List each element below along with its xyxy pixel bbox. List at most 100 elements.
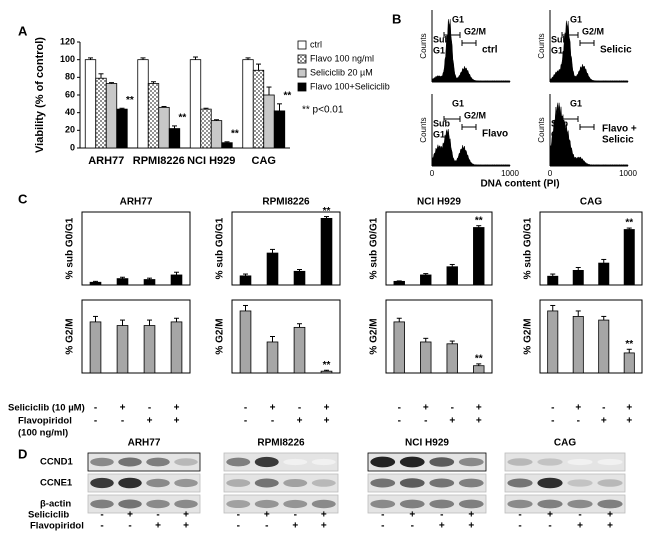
y-tick-label: 20 — [65, 125, 75, 135]
significance-marker: ** — [179, 113, 187, 124]
gate-bracket — [561, 32, 579, 38]
treatment-sign: + — [601, 416, 607, 427]
error-bar — [147, 277, 152, 280]
plot-frame — [231, 299, 341, 374]
y-axis-label: Viability (% of control) — [34, 37, 46, 153]
treatment-sign: - — [100, 510, 103, 521]
treatment-sign: - — [381, 510, 384, 521]
significance-marker: ** — [625, 339, 633, 350]
blot-band — [597, 499, 623, 509]
error-bar — [256, 63, 261, 71]
bar — [95, 77, 107, 149]
bar — [170, 321, 183, 374]
treatment-sign: - — [128, 521, 131, 532]
blot-band — [458, 478, 484, 488]
blot-band — [567, 499, 593, 509]
error-bar — [243, 304, 248, 311]
treatment-sign: + — [626, 403, 632, 414]
bar — [200, 108, 212, 149]
bar — [137, 59, 149, 149]
blot-band — [118, 499, 142, 509]
blot-background — [367, 473, 487, 493]
x-tick-label: CAG — [252, 155, 276, 167]
blot-band — [118, 457, 142, 467]
plot-frame — [385, 299, 493, 374]
bar — [320, 217, 333, 286]
bar — [393, 280, 405, 286]
legend-swatch — [297, 68, 307, 78]
gate-label: G1 — [551, 45, 563, 55]
blot-band — [507, 478, 533, 488]
treatment-label: Seliciclib (10 µM) — [8, 403, 85, 414]
error-bar — [140, 57, 146, 60]
treatment-sign: + — [324, 403, 330, 414]
bar — [572, 316, 584, 374]
blot-band — [311, 458, 336, 466]
treatment-sign: - — [577, 416, 580, 427]
blot-band — [597, 458, 623, 466]
treatment-sign: - — [244, 416, 247, 427]
treatment-sign: - — [271, 416, 274, 427]
treatment-sign: - — [440, 510, 443, 521]
bar — [116, 278, 129, 286]
treatment-sign: - — [244, 403, 247, 414]
protein-label: CCND1 — [40, 457, 73, 468]
cell-line-label: RPMI8226 — [257, 438, 305, 449]
treatment-sign: + — [321, 521, 327, 532]
error-bar — [119, 107, 125, 110]
blot-band — [567, 458, 593, 466]
gate-label: G1 — [570, 14, 582, 24]
chart-title: RPMI8226 — [262, 197, 310, 208]
blot-band — [146, 478, 170, 488]
bar — [266, 341, 279, 374]
treatment-sign: + — [607, 510, 613, 521]
treatment-sign: + — [174, 416, 180, 427]
treatment-sign: + — [476, 416, 482, 427]
treatment-sign: + — [183, 510, 189, 521]
gate-bracket — [443, 116, 461, 122]
gate-bracket — [561, 116, 579, 122]
protein-label: β-actin — [40, 499, 71, 510]
gate-bracket — [443, 32, 461, 38]
blot-band — [507, 499, 533, 509]
bar — [266, 252, 279, 286]
bar — [293, 326, 306, 374]
gate-bracket — [461, 124, 477, 130]
legend-swatch — [297, 82, 307, 92]
blot-band — [537, 458, 563, 466]
error-bar — [601, 315, 607, 321]
error-bar — [203, 107, 209, 110]
y-axis-label: Counts — [537, 117, 546, 142]
protein-label: CCNE1 — [40, 478, 73, 489]
treatment-sign: + — [297, 416, 303, 427]
bar — [473, 227, 485, 286]
blot-band — [90, 477, 114, 489]
y-axis-label: % sub G0/G1 — [215, 217, 226, 279]
blot-band — [399, 478, 425, 488]
bar — [547, 310, 559, 374]
blot-band — [90, 499, 114, 509]
blot-background — [223, 494, 339, 514]
blot-band — [174, 478, 198, 488]
treatment-sign: + — [120, 403, 126, 414]
x-tick-label: 1000 — [501, 169, 519, 178]
blot-band — [283, 499, 308, 509]
panel-label: A — [18, 23, 28, 38]
error-bar — [172, 125, 177, 129]
bar — [116, 108, 128, 149]
blot-band — [429, 499, 455, 509]
blot-band — [370, 499, 396, 509]
bar — [598, 262, 610, 286]
bar — [242, 59, 254, 149]
error-bar — [550, 304, 556, 311]
bar — [105, 83, 118, 149]
error-bar — [601, 258, 607, 264]
treatment-sign: + — [147, 416, 153, 427]
error-bar — [277, 103, 282, 111]
gate-label: Sub — [551, 118, 569, 128]
cell-line-label: ARH77 — [128, 438, 161, 449]
error-bar — [396, 317, 402, 322]
blot-band — [254, 456, 279, 468]
treatment-sign: - — [424, 416, 427, 427]
bar — [158, 106, 170, 149]
